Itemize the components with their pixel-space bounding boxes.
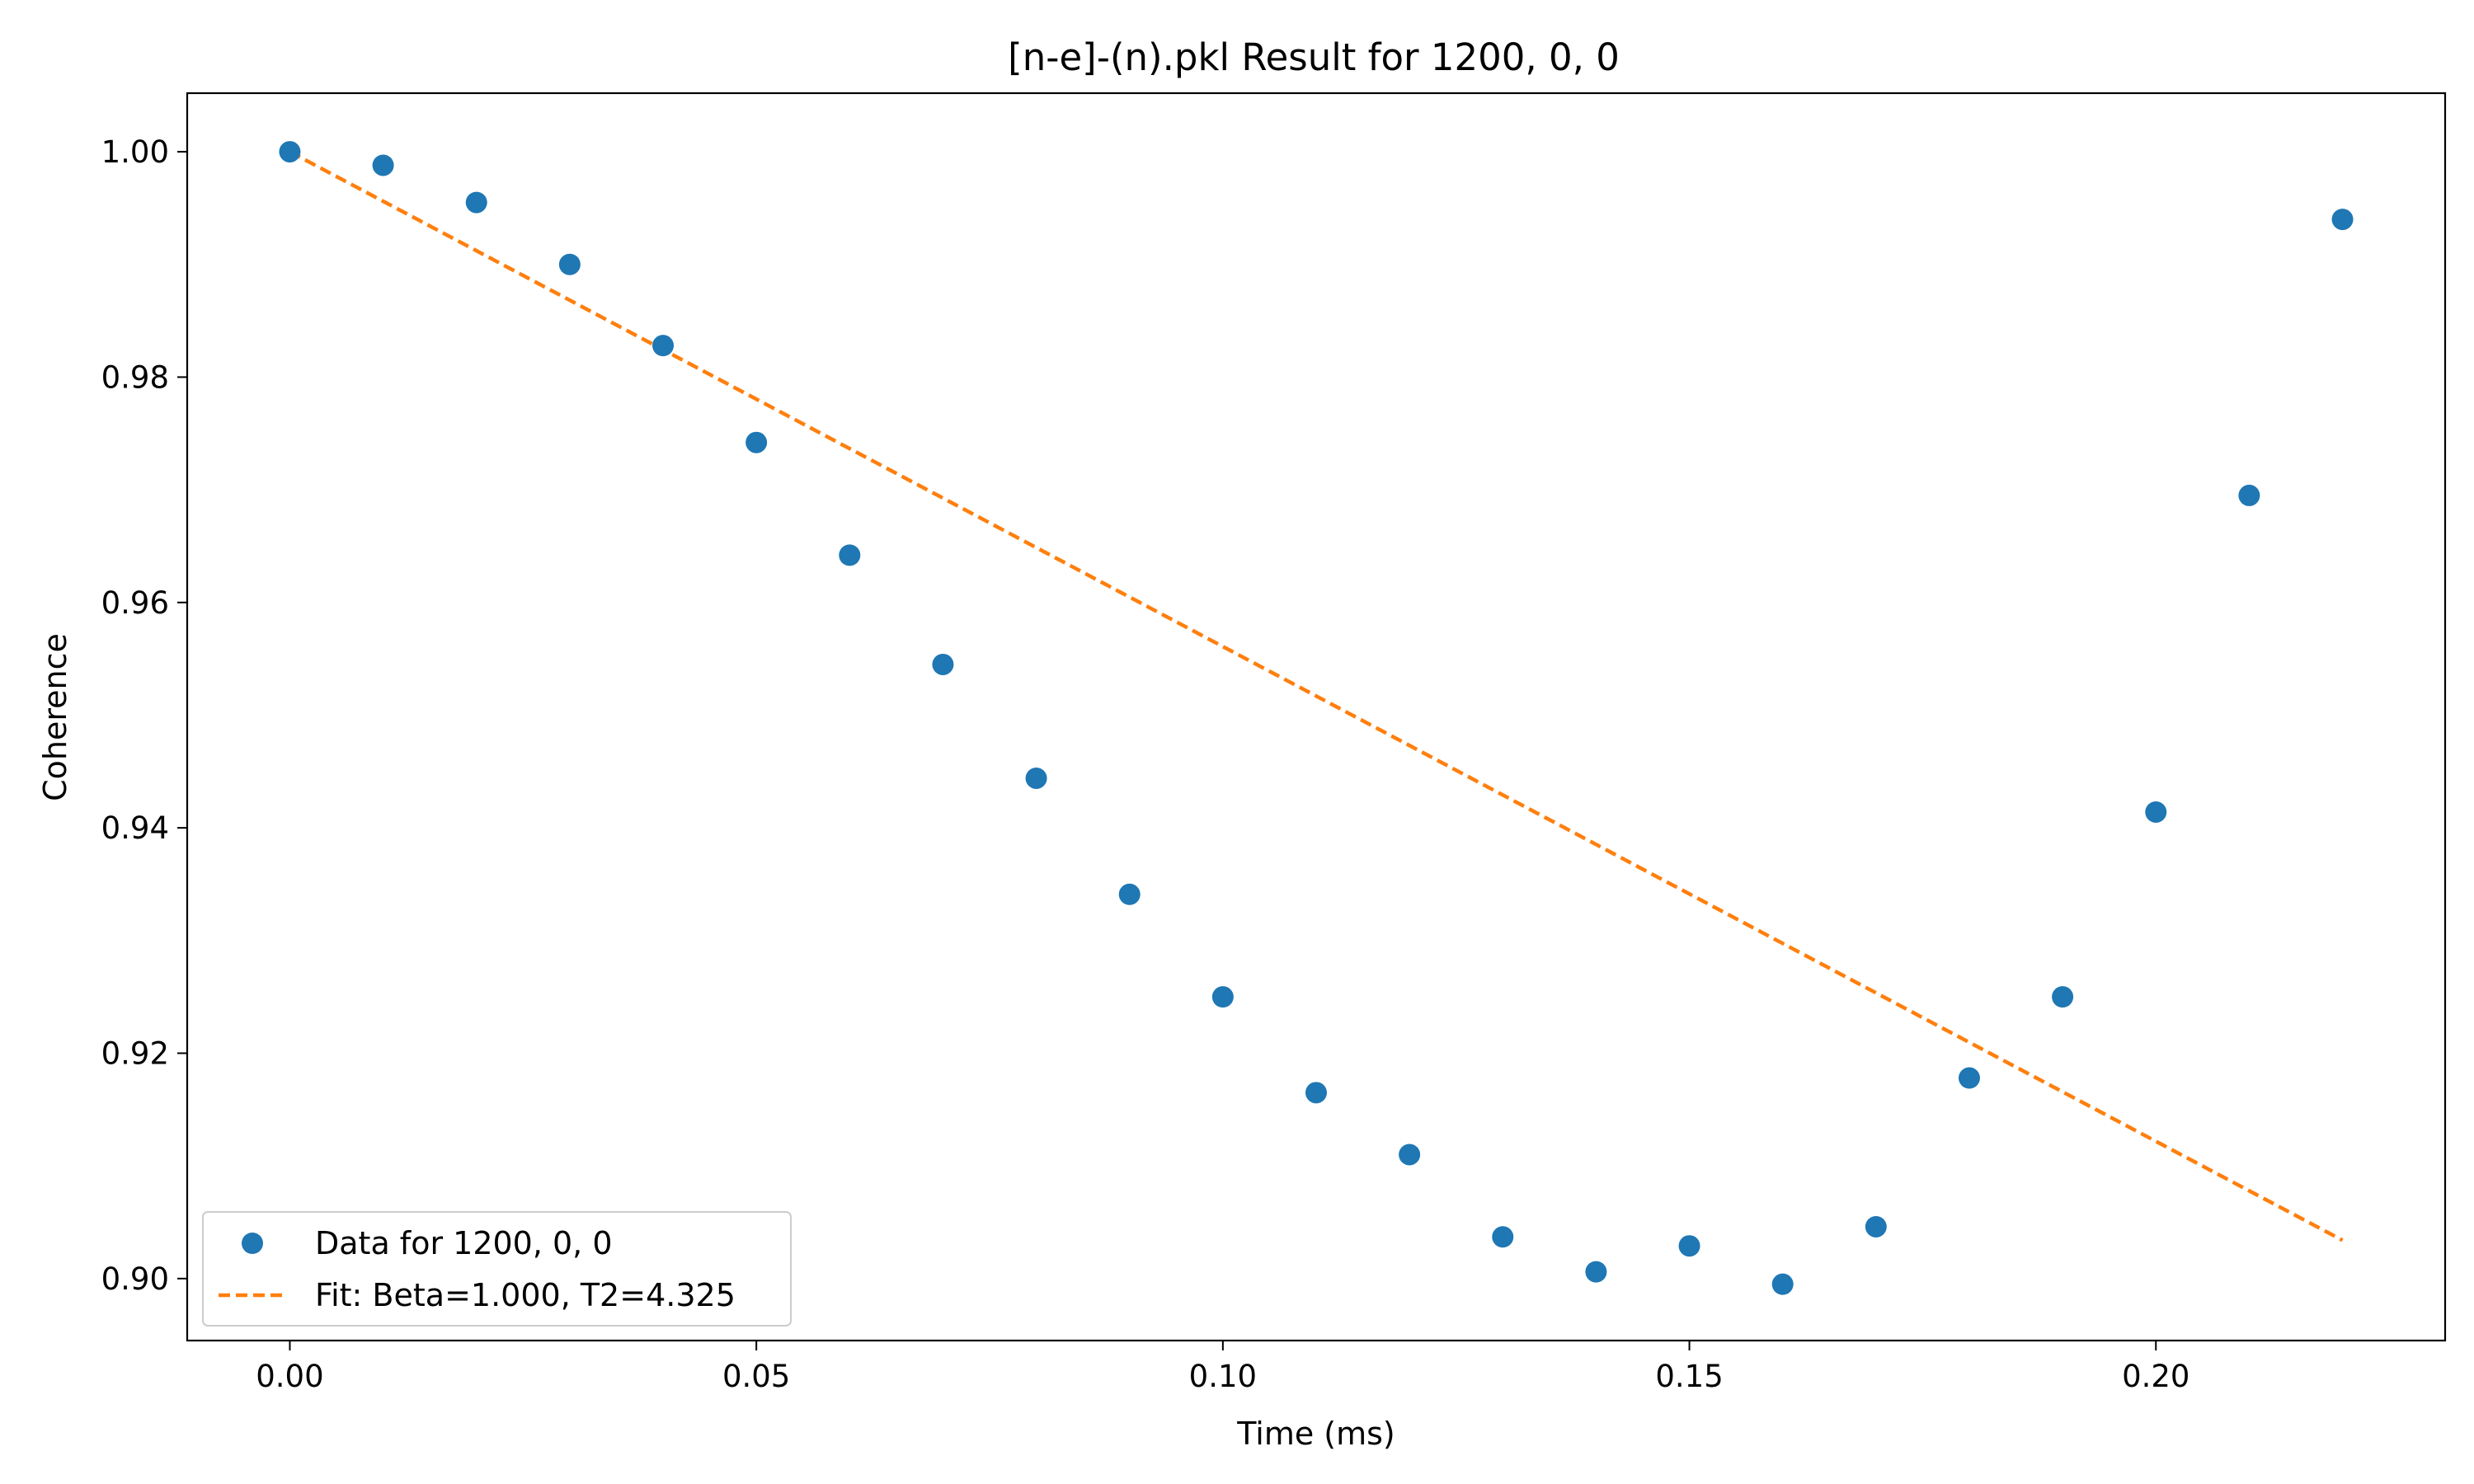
y-tick-label: 0.92 xyxy=(101,1036,169,1071)
data-point xyxy=(1305,1082,1327,1104)
data-point xyxy=(279,141,301,163)
data-point xyxy=(1211,986,1234,1008)
x-tick-label: 0.10 xyxy=(1189,1359,1257,1394)
x-tick-label: 0.05 xyxy=(722,1359,790,1394)
points-layer xyxy=(279,141,2354,1295)
data-point xyxy=(1865,1215,1887,1237)
data-point xyxy=(1585,1261,1607,1283)
data-point xyxy=(372,154,394,176)
plot-area xyxy=(186,92,2447,1342)
data-point xyxy=(1399,1144,1421,1166)
plot-frame xyxy=(186,92,2447,1342)
legend-label-data: Data for 1200, 0, 0 xyxy=(315,1225,613,1261)
data-point xyxy=(465,191,487,214)
y-tick-label: 0.90 xyxy=(101,1261,169,1297)
y-axis-label: Coherence xyxy=(37,633,73,801)
y-tick-label: 0.96 xyxy=(101,585,169,621)
plot-background xyxy=(187,93,2445,1341)
legend-frame xyxy=(202,1211,792,1327)
data-point xyxy=(652,335,675,357)
x-axis-label: Time (ms) xyxy=(1236,1416,1395,1452)
data-point xyxy=(558,253,581,275)
legend-marker-data xyxy=(242,1233,263,1254)
data-point xyxy=(1025,767,1047,789)
data-point xyxy=(745,431,768,453)
x-axis: 0.00 0.05 0.10 0.15 0.20 xyxy=(256,1341,2189,1394)
data-point xyxy=(2145,801,2167,823)
y-axis: 0.90 0.92 0.94 0.96 0.98 1.00 xyxy=(101,134,187,1297)
legend: Data for 1200, 0, 0 Fit: Beta=1.000, T2=… xyxy=(202,1211,792,1327)
data-point xyxy=(839,544,861,566)
y-tick-label: 1.00 xyxy=(101,134,169,170)
data-point xyxy=(2331,209,2354,231)
y-tick-label: 0.98 xyxy=(101,359,169,395)
data-point xyxy=(1492,1226,1514,1248)
data-point xyxy=(1678,1235,1700,1257)
chart-title: [n-e]-(n).pkl Result for 1200, 0, 0 xyxy=(1008,35,1620,79)
x-tick-label: 0.15 xyxy=(1655,1359,1723,1394)
data-point xyxy=(2238,484,2260,506)
data-point xyxy=(1771,1273,1794,1295)
x-tick-label: 0.00 xyxy=(256,1359,323,1394)
data-point xyxy=(1958,1067,1980,1089)
data-point xyxy=(1118,883,1141,905)
y-tick-label: 0.94 xyxy=(101,810,169,846)
data-point xyxy=(2052,986,2074,1008)
x-tick-label: 0.20 xyxy=(2122,1359,2189,1394)
fit-line xyxy=(289,150,2344,1242)
data-point xyxy=(932,653,954,675)
fit-layer xyxy=(289,150,2344,1242)
legend-label-fit: Fit: Beta=1.000, T2=4.325 xyxy=(315,1277,736,1313)
